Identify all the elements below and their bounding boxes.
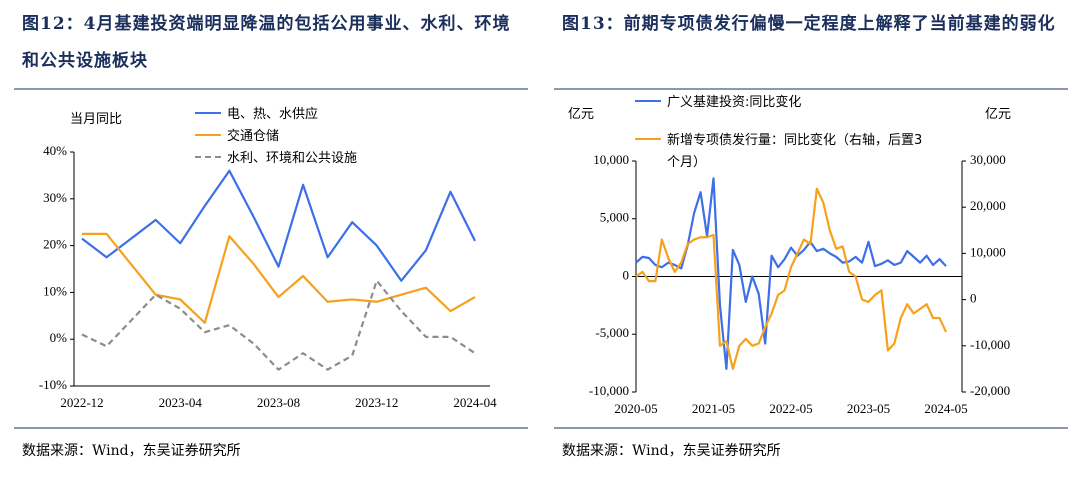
series-line xyxy=(82,232,476,324)
legend-swatch xyxy=(635,100,661,102)
legend-label: 电、热、水供应 xyxy=(227,107,319,122)
chart-title: 图12：4月基建投资端明显降温的包括公用事业、水利、环境和公共设施板块 xyxy=(22,14,511,71)
y2-tick-label: 0 xyxy=(970,291,977,306)
x-tick-label: 2023-08 xyxy=(257,395,300,410)
y2-axis-label: 亿元 xyxy=(985,107,1012,122)
y-tick-label: 10,000 xyxy=(593,152,629,167)
legend-swatch xyxy=(195,134,221,136)
series-line xyxy=(635,177,947,370)
legend-label: 新增专项债发行量：同比变化（右轴，后置3个月） xyxy=(667,133,923,170)
y-tick-label: 0% xyxy=(50,330,68,345)
legend-entry: 水利、环境和公共设施 xyxy=(195,148,495,170)
legend-label: 交通仓储 xyxy=(227,129,280,144)
y2-tick-label: 20,000 xyxy=(970,198,1006,213)
x-tick-label: 2023-05 xyxy=(847,401,890,416)
y-tick-label: 0 xyxy=(623,267,630,282)
legend-swatch xyxy=(195,156,221,158)
x-tick-label: 2024-05 xyxy=(924,401,967,416)
legend-label: 广义基建投资:同比变化 xyxy=(667,95,802,110)
y2-tick-label: -10,000 xyxy=(970,337,1010,352)
y-tick-label: -10,000 xyxy=(589,383,629,398)
y-tick-label: -10% xyxy=(39,377,67,392)
y-tick-label: 20% xyxy=(43,237,67,252)
y-axis-label: 当月同比 xyxy=(70,112,123,127)
x-tick-label: 2021-05 xyxy=(692,401,735,416)
x-tick-label: 2022-05 xyxy=(769,401,812,416)
chart-title: 图13：前期专项债发行偏慢一定程度上解释了当前基建的弱化 xyxy=(562,14,1056,34)
x-tick-label: 2023-04 xyxy=(159,395,203,410)
source: 数据来源：Wind，东吴证券研究所 xyxy=(562,443,781,459)
y2-tick-label: 10,000 xyxy=(970,244,1006,259)
series-line xyxy=(635,187,947,370)
legend-swatch xyxy=(195,112,221,114)
x-tick-label: 2020-05 xyxy=(614,401,657,416)
y-tick-label: 10% xyxy=(43,283,67,298)
source: 数据来源：Wind，东吴证券研究所 xyxy=(22,443,241,459)
series-line xyxy=(81,169,476,282)
x-tick-label: 2023-12 xyxy=(355,395,398,410)
y2-tick-label: 30,000 xyxy=(970,152,1006,167)
y2-tick-label: -20,000 xyxy=(970,383,1010,398)
y-tick-label: -5,000 xyxy=(595,325,629,340)
series-line xyxy=(81,279,476,371)
y-tick-label: 30% xyxy=(43,190,67,205)
y-tick-label: 40% xyxy=(43,143,67,158)
legend-label: 水利、环境和公共设施 xyxy=(227,151,358,166)
legend-entry: 交通仓储 xyxy=(195,126,495,148)
y-tick-label: 5,000 xyxy=(600,210,629,225)
legend-swatch xyxy=(635,138,661,140)
x-tick-label: 2022-12 xyxy=(60,395,103,410)
x-tick-label: 2024-04 xyxy=(453,395,497,410)
legend-entry: 新增专项债发行量：同比变化（右轴，后置3个月） xyxy=(635,130,935,174)
legend-entry: 电、热、水供应 xyxy=(195,104,495,126)
y-axis-label: 亿元 xyxy=(568,107,595,122)
legend-entry: 广义基建投资:同比变化 xyxy=(635,92,935,114)
